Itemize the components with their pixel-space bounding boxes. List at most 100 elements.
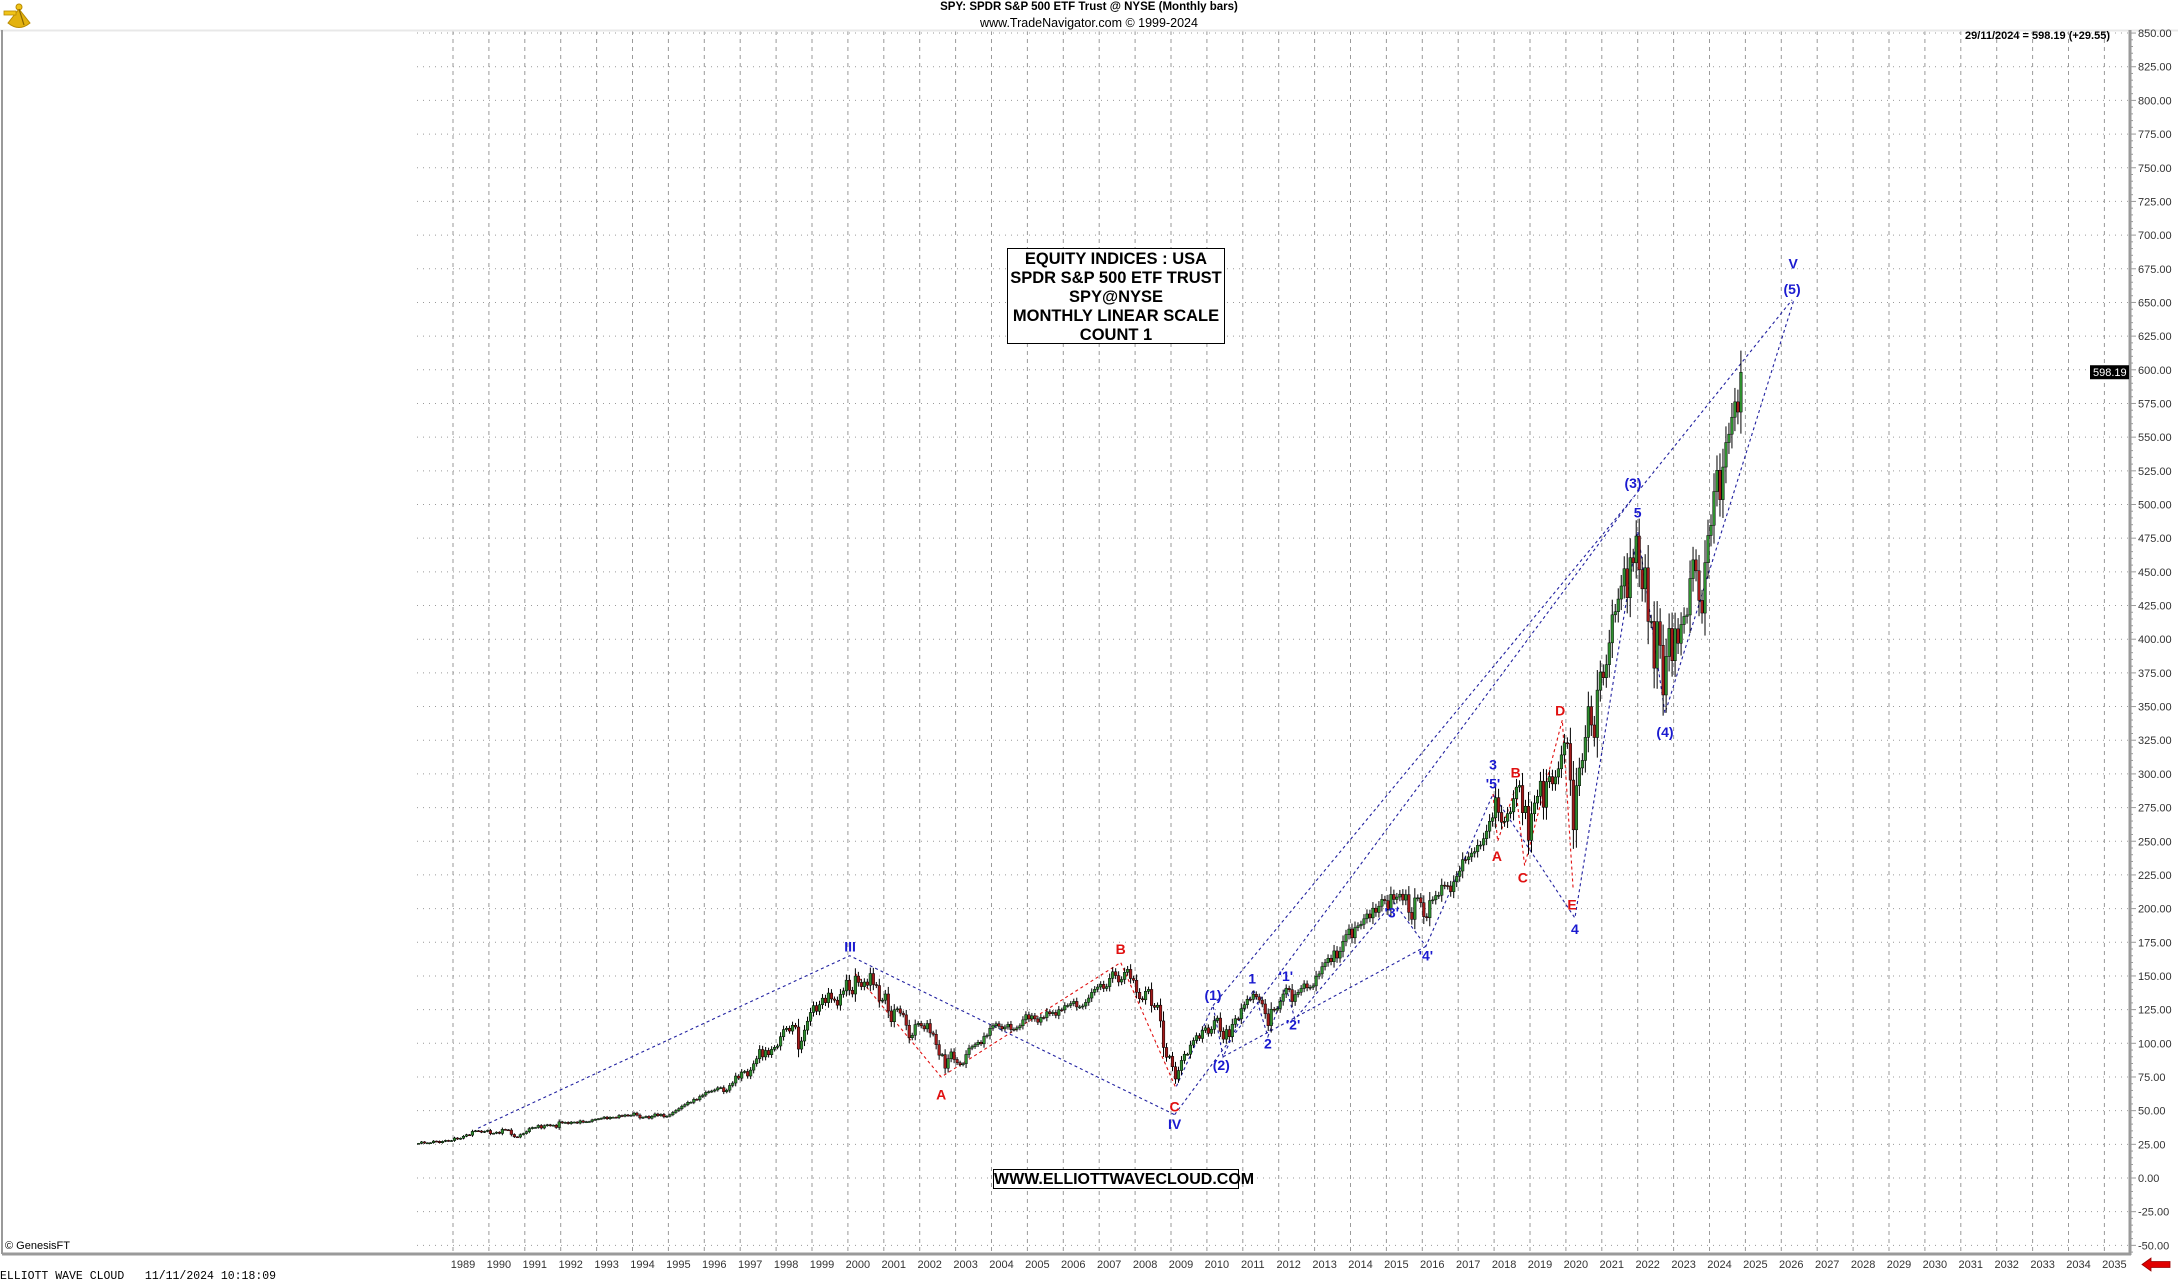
candle (1670, 612, 1674, 677)
candle (611, 1116, 615, 1119)
candle-body-up (1377, 905, 1381, 913)
candle-body-up (611, 1117, 615, 1119)
candle-body-down (446, 1140, 451, 1142)
x-axis[interactable]: 1989 1990 1991 1992 1993 1994 1995 1996 1997 1998… (451, 1259, 2127, 1271)
candle (683, 1103, 687, 1108)
x-tick-label: 2024 (1707, 1259, 1731, 1271)
wave-label: B (1116, 941, 1126, 957)
candle-body-down (1589, 706, 1593, 726)
wave-label: '1' (1279, 968, 1293, 984)
candle (1389, 886, 1393, 918)
candle (1595, 670, 1599, 758)
candle (1003, 1024, 1007, 1032)
candle-body-up (572, 1121, 576, 1124)
candle (1075, 997, 1079, 1011)
candle-body-down (503, 1129, 507, 1131)
candle-body-up (1562, 742, 1566, 756)
x-tick-label: 2032 (1994, 1259, 2018, 1271)
candle-body-down (1000, 1026, 1004, 1030)
y-axis[interactable]: -50.00 -25.00 0.00 25.00 50.00 75.00 100.00 125… (2130, 28, 2172, 1253)
candle-body-down (497, 1131, 501, 1134)
candle (1724, 426, 1728, 484)
candle (704, 1090, 708, 1097)
candle (1242, 1001, 1246, 1012)
candle (776, 1044, 780, 1050)
sextant-icon[interactable] (2, 1, 36, 31)
candle-body-down (859, 982, 863, 987)
candle (620, 1114, 624, 1118)
candle-body-down (1287, 988, 1291, 990)
x-tick-label: 2009 (1169, 1259, 1193, 1271)
candle (719, 1086, 723, 1090)
candle-body-up (629, 1114, 633, 1117)
candle-body-down (1048, 1011, 1052, 1014)
candle-body-up (1598, 671, 1602, 691)
candle-body-up (1233, 1018, 1237, 1025)
candle (1550, 769, 1554, 791)
candle-body-up (1099, 984, 1103, 988)
candle (961, 1062, 965, 1067)
candle-body-down (1637, 535, 1641, 570)
candle (1150, 982, 1154, 1013)
candle (743, 1069, 747, 1074)
candle (1559, 745, 1563, 779)
wave-label: B (1511, 765, 1521, 781)
candle (1565, 737, 1569, 749)
red-left-arrow-icon[interactable] (2141, 1257, 2171, 1272)
candle (692, 1097, 696, 1105)
candle (575, 1121, 579, 1124)
candle (1093, 986, 1097, 996)
candle (638, 1113, 642, 1120)
candle-body-down (1631, 557, 1635, 564)
candle-body-up (731, 1082, 735, 1086)
grid (417, 31, 2130, 1253)
candle (758, 1045, 762, 1064)
candle-body-up (1338, 951, 1342, 959)
x-tick-label: 2000 (846, 1259, 870, 1271)
candle (1470, 848, 1474, 862)
candle-body-up (1440, 884, 1444, 896)
candle (659, 1113, 663, 1117)
candle (1006, 1021, 1010, 1030)
candle-body-up (686, 1102, 690, 1105)
candle-body-up (1583, 737, 1587, 761)
candle-body-up (976, 1041, 980, 1045)
candle-body-down (1158, 1004, 1163, 1022)
candle-body-down (1658, 621, 1662, 646)
candle (1272, 1006, 1276, 1013)
candle-body-down (1422, 902, 1426, 917)
candle-body-down (1386, 900, 1390, 910)
candle-body-up (1030, 1015, 1034, 1020)
y-tick-label: 75.00 (2138, 1072, 2166, 1084)
candle (752, 1060, 756, 1074)
candle (737, 1074, 741, 1081)
candle-body-up (749, 1069, 753, 1077)
y-tick-label: -50.00 (2138, 1240, 2169, 1252)
candle-body-up (1344, 934, 1348, 942)
candle (1036, 1016, 1040, 1025)
candle-body-down (509, 1129, 513, 1135)
candle (1664, 638, 1668, 713)
candle-body-up (443, 1140, 448, 1142)
candle (662, 1112, 666, 1119)
candle (1640, 556, 1644, 602)
wave-label: 1 (1248, 971, 1256, 987)
candle (1051, 1010, 1055, 1017)
wave-label: V (1788, 255, 1798, 271)
candle (832, 996, 836, 1003)
candle-body-up (1724, 442, 1728, 468)
candle (871, 967, 875, 991)
candle (904, 1009, 908, 1031)
candle-body-down (856, 975, 860, 983)
candle-body-up (1491, 817, 1495, 822)
candle (1709, 514, 1713, 547)
candle (686, 1100, 690, 1107)
candle-body-up (432, 1140, 436, 1143)
candle-body-up (734, 1075, 738, 1084)
candle (1042, 1015, 1046, 1020)
candle-body-up (1503, 821, 1507, 823)
candle-body-down (1625, 568, 1629, 598)
candle (1622, 556, 1626, 599)
x-tick-label: 2002 (917, 1259, 941, 1271)
